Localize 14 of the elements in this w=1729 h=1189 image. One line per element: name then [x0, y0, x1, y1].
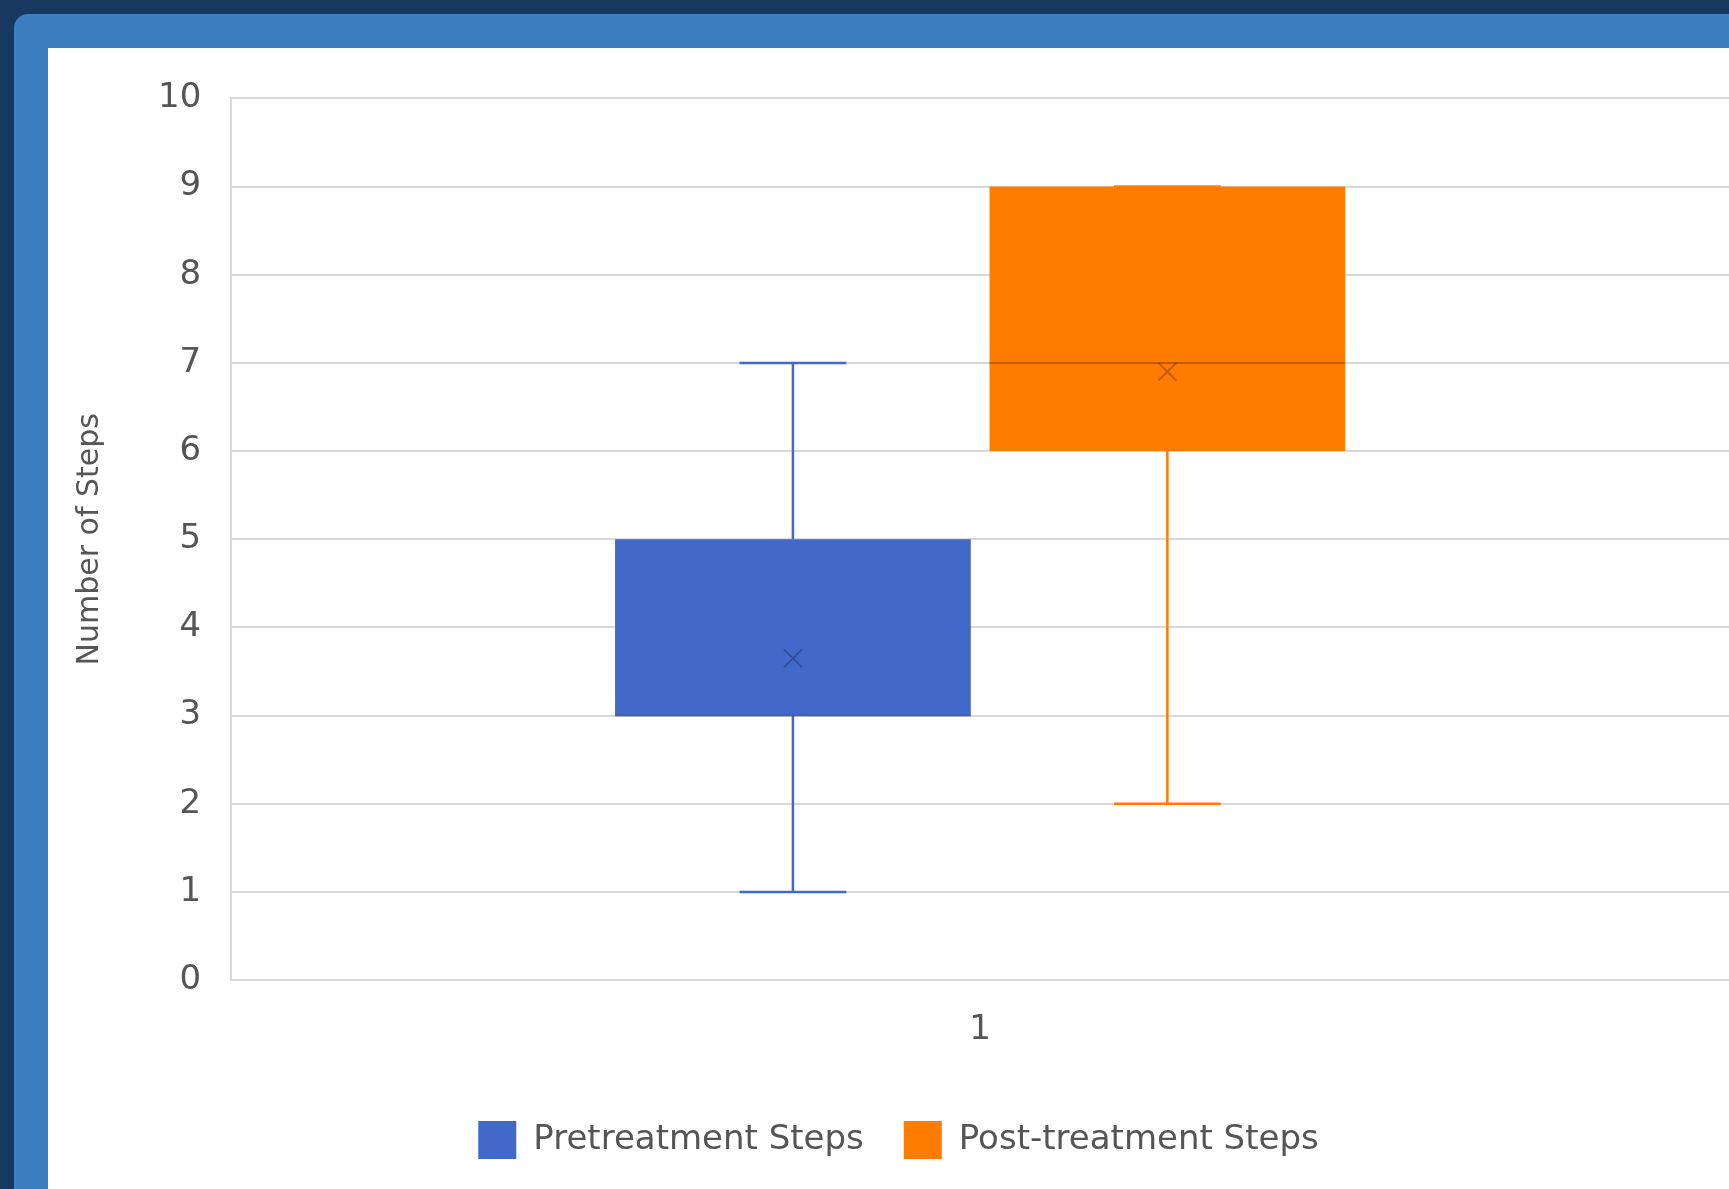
legend-label: Post-treatment Steps: [958, 1116, 1319, 1157]
y-tick-label: 5: [179, 516, 202, 557]
y-tick-label: 10: [158, 75, 202, 116]
y-tick-label: 0: [179, 957, 202, 998]
y-axis-title: Number of Steps: [69, 413, 105, 666]
y-tick-label: 9: [179, 163, 202, 204]
y-tick-label: 7: [179, 339, 202, 380]
y-tick-label: 1: [179, 868, 202, 909]
y-tick-label: 2: [179, 780, 202, 821]
y-tick-label: 8: [179, 251, 202, 292]
y-tick-label: 3: [179, 692, 202, 733]
y-tick-label: 6: [179, 427, 202, 468]
y-tick-label: 4: [179, 604, 202, 645]
legend-label: Pretreatment Steps: [533, 1116, 864, 1157]
